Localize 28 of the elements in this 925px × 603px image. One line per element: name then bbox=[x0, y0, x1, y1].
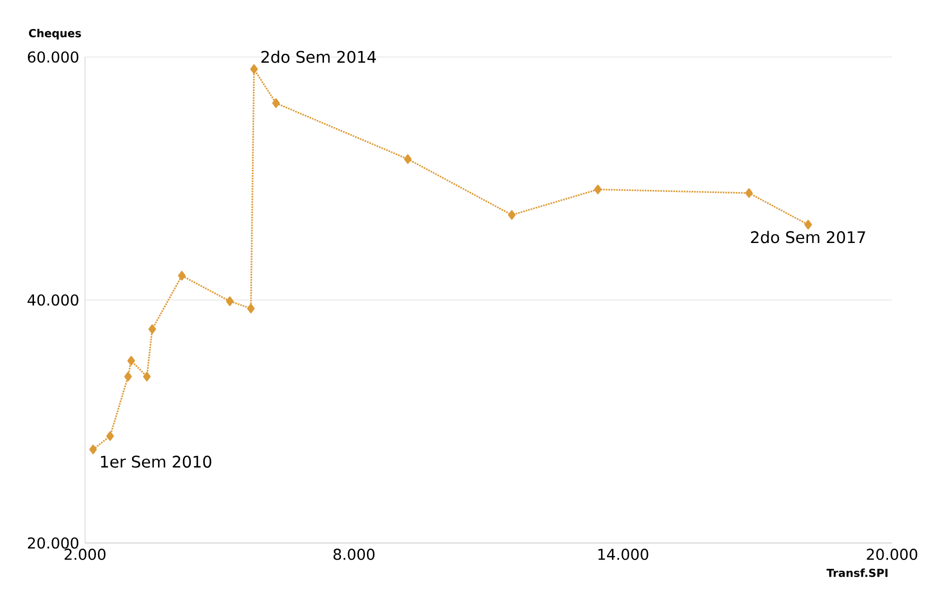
point bbox=[247, 304, 255, 314]
x-tick-label: 2.000 bbox=[64, 548, 106, 560]
point bbox=[148, 324, 156, 334]
point bbox=[272, 98, 280, 108]
annotation: 1er Sem 2010 bbox=[101, 456, 212, 468]
point bbox=[106, 431, 114, 441]
point bbox=[127, 356, 135, 366]
point bbox=[143, 372, 151, 382]
point bbox=[594, 184, 602, 194]
point bbox=[89, 444, 97, 454]
point bbox=[124, 372, 132, 382]
point bbox=[250, 64, 258, 74]
annotation: 2do Sem 2017 bbox=[751, 230, 866, 244]
y-tick-label: 40.000 bbox=[28, 294, 78, 306]
point bbox=[508, 210, 516, 220]
point bbox=[745, 188, 753, 198]
y-axis-title: Cheques bbox=[28, 28, 81, 40]
point bbox=[404, 154, 412, 164]
x-tick-label: 14.000 bbox=[598, 548, 648, 560]
point bbox=[178, 270, 186, 280]
x-tick-label: 8.000 bbox=[334, 548, 374, 560]
y-tick-label: 20.000 bbox=[28, 537, 78, 549]
x-tick-label: 20.000 bbox=[866, 548, 918, 560]
point bbox=[226, 296, 234, 306]
annotation: 2do Sem 2014 bbox=[261, 50, 376, 63]
y-tick-label: 60.000 bbox=[28, 51, 78, 63]
x-axis-title: Transf.SPI bbox=[826, 568, 888, 578]
point bbox=[804, 220, 812, 230]
